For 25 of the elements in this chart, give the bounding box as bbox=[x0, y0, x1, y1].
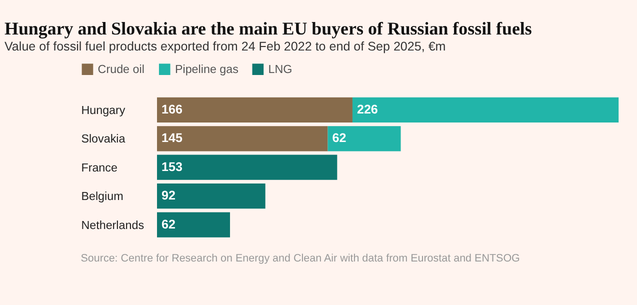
legend-label: Crude oil bbox=[98, 62, 144, 76]
data-label: 166 bbox=[161, 102, 182, 117]
bar bbox=[157, 97, 352, 122]
legend-label: LNG bbox=[268, 62, 292, 76]
chart-title: Hungary and Slovakia are the main EU buyers of Russian fossil fuels bbox=[4, 18, 532, 39]
source-note: Source: Centre for Research on Energy and Clean Air with data from Eurostat and ENTSOG bbox=[80, 252, 520, 265]
data-label: 62 bbox=[332, 131, 346, 146]
data-label: 145 bbox=[161, 131, 182, 146]
bar bbox=[157, 154, 338, 180]
bar bbox=[157, 126, 328, 152]
data-label: 153 bbox=[161, 160, 182, 174]
y-tick-label: Netherlands bbox=[81, 218, 144, 232]
data-label: 226 bbox=[356, 102, 378, 117]
data-label: 92 bbox=[161, 188, 176, 203]
data-label: 62 bbox=[161, 217, 176, 232]
bar bbox=[157, 212, 230, 238]
y-tick-label: Belgium bbox=[81, 190, 124, 204]
y-tick-label: Hungary bbox=[81, 104, 126, 117]
y-tick-label: France bbox=[81, 161, 118, 174]
bar bbox=[157, 184, 266, 209]
y-tick-label: Slovakia bbox=[81, 132, 126, 146]
bar bbox=[328, 126, 401, 152]
chart-subtitle: Value of fossil fuel products exported from 24 Feb 2022 to end of Sep 2025, €m bbox=[4, 40, 446, 54]
bar bbox=[352, 97, 619, 122]
legend-label: Pipeline gas bbox=[174, 62, 239, 76]
